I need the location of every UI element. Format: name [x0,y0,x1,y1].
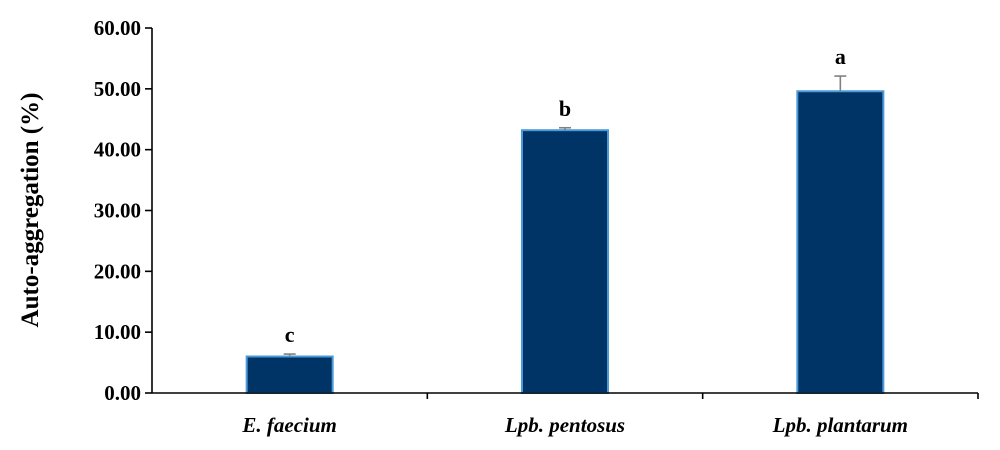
y-tick-label: 20.00 [94,259,141,283]
significance-letter: c [285,322,295,347]
x-axis-categories: E. faecium Lpb. pentosus Lpb. plantarum [241,393,979,437]
bars [245,90,885,395]
bar [245,355,334,394]
y-axis-label: Auto-aggregation (%) [17,93,44,328]
bar [521,129,609,394]
y-tick-label: 40.00 [94,138,141,162]
bar [796,90,885,395]
y-tick-label: 50.00 [94,77,141,101]
error-bars [283,75,847,357]
y-tick-label: 60.00 [94,16,141,40]
x-category-label: Lpb. pentosus [504,413,625,437]
y-tick-label: 0.00 [104,381,141,405]
y-tick-label: 10.00 [94,320,141,344]
y-tick-label: 30.00 [94,199,141,223]
x-category-label: E. faecium [241,413,337,437]
significance-letter: a [835,44,846,69]
x-category-label: Lpb. plantarum [772,413,908,437]
significance-labels: c b a [285,44,846,347]
significance-letter: b [559,96,571,121]
y-axis-ticks: 0.00 10.00 20.00 30.00 40.00 50.00 60.00 [94,16,152,405]
